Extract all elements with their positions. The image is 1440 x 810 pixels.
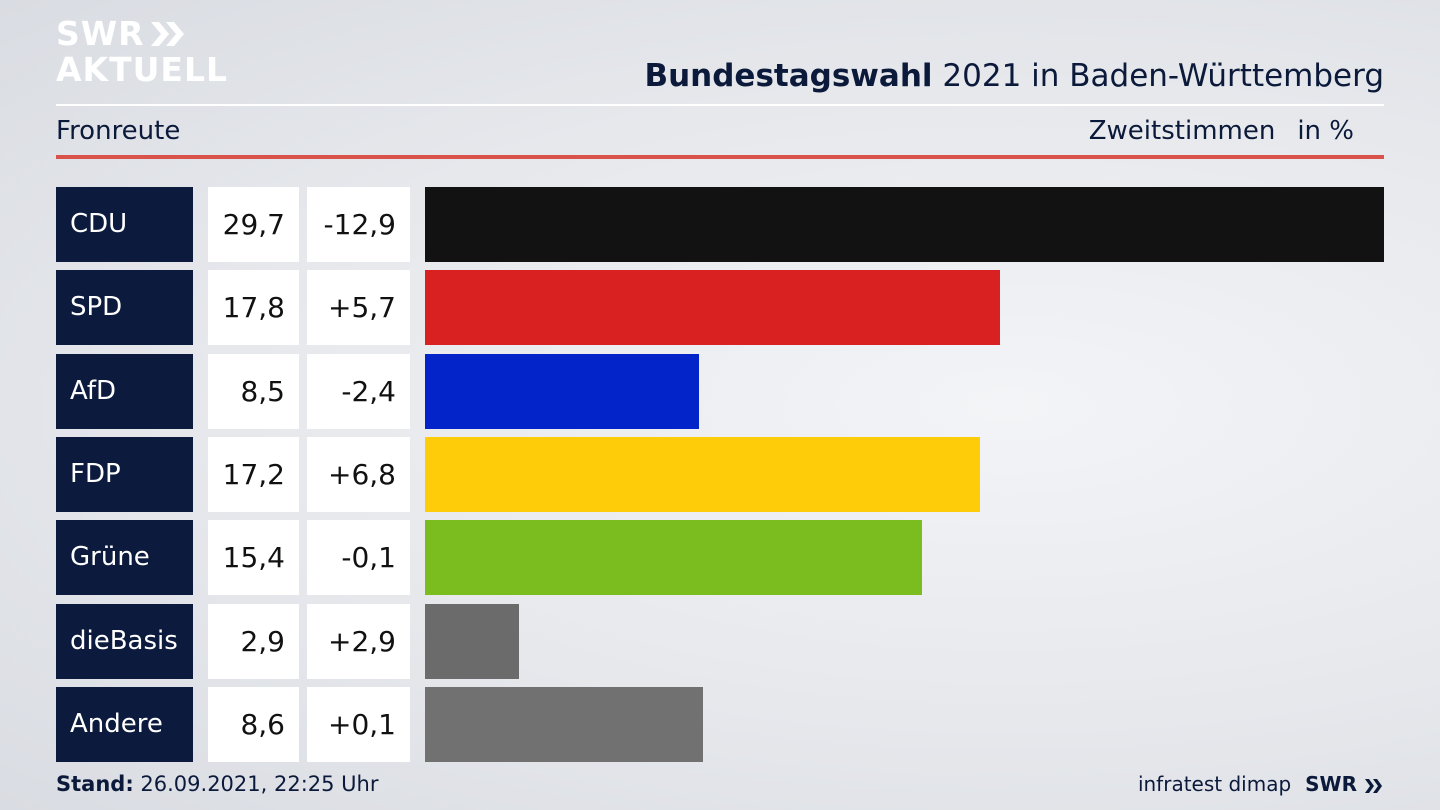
- source-label: infratest dimap: [1137, 772, 1292, 796]
- change-label: +2,9: [307, 603, 410, 679]
- stand-label: Stand:: [56, 772, 134, 796]
- swr-brand: SWR: [1305, 772, 1384, 796]
- title-rest: 2021 in Baden-Württemberg: [932, 58, 1384, 94]
- bar: [425, 520, 923, 596]
- title-bold: Bundestagswahl: [644, 58, 933, 94]
- change-label: -0,1: [307, 520, 410, 596]
- unit-label: in %: [1297, 116, 1354, 146]
- bar: [425, 603, 519, 679]
- value-label: 8,5: [208, 353, 299, 429]
- logo-line-2: AKTUELL: [56, 50, 229, 89]
- bar: [425, 270, 1000, 346]
- value-label: 17,2: [208, 436, 299, 512]
- timestamp: Stand: 26.09.2021, 22:25 Uhr: [56, 772, 379, 796]
- party-label: Andere: [56, 686, 193, 762]
- party-label: AfD: [56, 353, 193, 429]
- party-label: CDU: [56, 187, 193, 262]
- value-label: 17,8: [208, 270, 299, 346]
- logo-line-1: SWR: [56, 16, 228, 52]
- logo-swr-text: SWR: [56, 14, 145, 53]
- change-label: +5,7: [307, 270, 410, 346]
- chart-title: Bundestagswahl 2021 in Baden-Württemberg: [644, 58, 1384, 94]
- double-chevron-icon: [1365, 778, 1382, 793]
- value-label: 15,4: [208, 520, 299, 596]
- metric-label: Zweitstimmen in %: [1089, 116, 1354, 146]
- value-label: 2,9: [208, 603, 299, 679]
- change-label: +6,8: [307, 436, 410, 512]
- change-label: +0,1: [307, 686, 410, 762]
- change-label: -12,9: [307, 187, 410, 262]
- metric-name: Zweitstimmen: [1088, 116, 1276, 146]
- header-divider: [56, 104, 1384, 106]
- bar: [425, 187, 1384, 262]
- stand-value: 26.09.2021, 22:25 Uhr: [133, 772, 379, 796]
- accent-divider: [56, 155, 1384, 159]
- double-chevron-icon: [150, 22, 184, 46]
- region-label: Fronreute: [56, 116, 181, 146]
- value-label: 29,7: [208, 187, 299, 262]
- value-label: 8,6: [208, 686, 299, 762]
- footer-credits: infratest dimap SWR: [1138, 772, 1384, 796]
- party-label: dieBasis: [56, 603, 193, 679]
- swr-aktuell-logo: SWR AKTUELL: [56, 16, 228, 88]
- change-label: -2,4: [307, 353, 410, 429]
- party-label: FDP: [56, 436, 193, 512]
- party-label: Grüne: [56, 520, 193, 596]
- bar: [425, 686, 703, 762]
- party-label: SPD: [56, 270, 193, 346]
- bar: [425, 353, 700, 429]
- swr-brand-text: SWR: [1305, 772, 1358, 796]
- bar: [425, 436, 981, 512]
